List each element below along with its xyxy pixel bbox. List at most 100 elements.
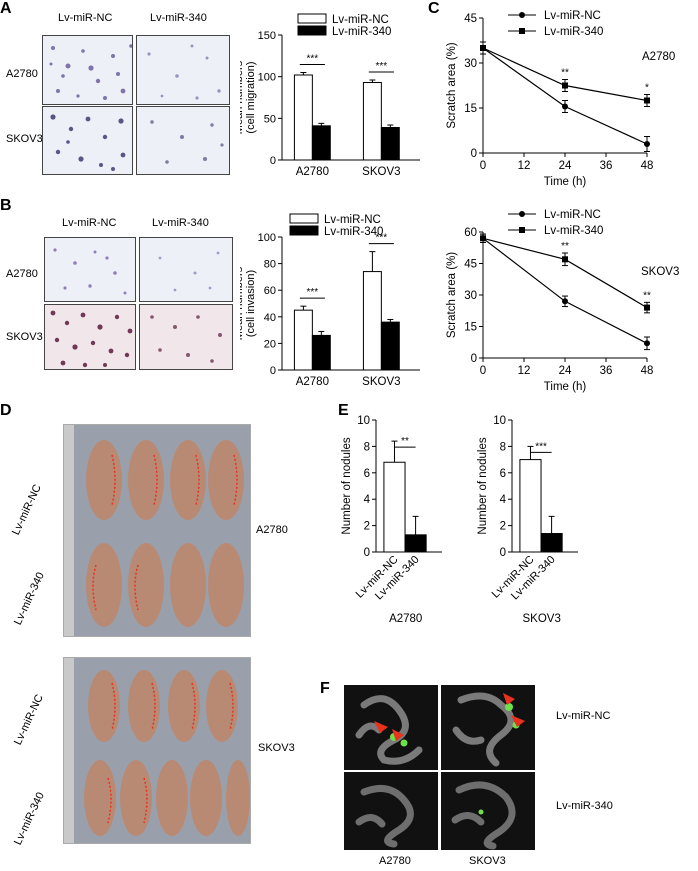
chart-annotation: A2780	[642, 51, 675, 63]
chart-c-line-a2780: 0 15 30 45 0 12 24 36 48 Time (h) Scratch area (%)…	[446, 10, 675, 188]
x-tick-label: A2780	[296, 166, 329, 178]
bar	[293, 309, 313, 371]
panel-letter-e: E	[338, 402, 349, 419]
data-point	[562, 82, 568, 89]
y-tick-label: 0	[364, 547, 370, 559]
significance-label: ***	[535, 441, 547, 452]
data-point	[644, 340, 650, 347]
y-tick-label: 20	[264, 338, 276, 350]
significance-label: ***	[376, 233, 388, 244]
f-col-label-a2780: A2780	[379, 855, 411, 867]
a-row-label-a2780: A2780	[6, 68, 38, 80]
legend-label: Lv-miR-NC	[544, 10, 601, 22]
y-axis-label: Number of nodules	[341, 437, 353, 534]
organ-photo-a2780-nc	[344, 685, 438, 770]
mice-photo-a2780	[63, 424, 251, 637]
y-tick-label: 15	[464, 103, 477, 115]
organ-photo-a2780-340	[344, 772, 438, 850]
y-axis-label: Scratch area (%)	[446, 42, 458, 128]
y-tick-label: 0	[471, 148, 477, 160]
x-tick-label: 24	[559, 365, 572, 377]
d-cell-line-a2780: A2780	[256, 524, 288, 536]
chart-b-bar: 0 20 40 60 80 100 Mean numbers(cell invasion) A…	[240, 213, 420, 388]
y-tick-label: 10	[493, 415, 506, 427]
x-tick-label: 48	[641, 365, 654, 377]
legend-label: Lv-miR-340	[332, 26, 391, 38]
y-tick-label: 80	[264, 259, 276, 271]
y-axis-label: Mean numbers(cell migration)	[240, 60, 257, 134]
y-tick-label: 15	[464, 322, 477, 334]
significance-label: **	[561, 241, 569, 252]
y-tick-label: 2	[500, 521, 506, 533]
bar	[362, 271, 382, 371]
b-micrograph-a2780-340	[139, 237, 233, 302]
significance-label: *	[645, 83, 649, 94]
data-point	[480, 235, 486, 242]
legend-marker	[519, 28, 525, 34]
organ-photo-skov3-nc	[441, 685, 535, 770]
data-point	[562, 103, 568, 110]
legend-marker	[519, 211, 525, 217]
data-point	[562, 256, 568, 263]
group-label: A2780	[389, 613, 422, 625]
legend-swatch	[289, 213, 319, 224]
x-tick-label: A2780	[296, 376, 329, 388]
x-tick-label: 36	[600, 365, 613, 377]
x-tick-label: 12	[518, 160, 531, 172]
y-tick-label: 6	[500, 468, 506, 480]
legend-swatch	[289, 225, 319, 236]
y-tick-label: 8	[500, 441, 506, 453]
x-tick-label: SKOV3	[362, 166, 400, 178]
y-tick-label: 4	[500, 494, 507, 506]
y-axis-label: Mean numbers(cell invasion)	[240, 266, 257, 340]
y-tick-label: 4	[364, 494, 371, 506]
bar	[311, 125, 331, 161]
b-row-label-skov3: SKOV3	[6, 331, 43, 343]
legend-swatch	[297, 25, 327, 36]
y-tick-label: 60	[464, 227, 477, 239]
bar	[362, 82, 382, 161]
a-micrograph-skov3-nc	[42, 106, 133, 175]
data-point	[644, 97, 650, 104]
y-tick-label: 150	[258, 30, 276, 42]
y-tick-label: 100	[258, 232, 276, 244]
x-tick-label: 0	[480, 365, 486, 377]
d-row-label-340-top: Lv-miR-340	[12, 570, 47, 628]
bar	[404, 534, 427, 553]
b-micrograph-skov3-340	[139, 304, 233, 370]
x-tick-label: 48	[641, 160, 654, 172]
x-tick-label: 12	[518, 365, 531, 377]
y-tick-label: 2	[364, 521, 370, 533]
x-tick-label: 36	[600, 160, 613, 172]
f-col-label-skov3: SKOV3	[469, 855, 506, 867]
y-tick-label: 50	[264, 113, 276, 125]
a-col-label-nc: Lv-miR-NC	[58, 12, 113, 24]
f-row-label-340: Lv-miR-340	[556, 800, 613, 812]
y-tick-label: 0	[270, 365, 276, 377]
legend-label: Lv-miR-NC	[544, 209, 601, 221]
a-micrograph-a2780-nc	[42, 35, 133, 105]
a-micrograph-a2780-340	[136, 35, 230, 105]
y-tick-label: 0	[471, 353, 477, 365]
y-tick-label: 40	[264, 312, 276, 324]
y-axis-label: Scratch area (%)	[446, 252, 458, 338]
y-tick-label: 0	[500, 547, 506, 559]
bar	[380, 321, 400, 371]
significance-label: **	[561, 68, 569, 79]
legend-label: Lv-miR-340	[544, 225, 603, 237]
legend-label: Lv-miR-NC	[324, 214, 381, 226]
d-row-label-nc-bottom: Lv-miR-NC	[12, 692, 46, 748]
significance-label: ***	[307, 54, 319, 65]
y-tick-label: 6	[364, 468, 370, 480]
b-micrograph-a2780-nc	[44, 237, 136, 302]
data-point	[480, 45, 486, 51]
significance-label: **	[643, 290, 651, 301]
data-point	[644, 304, 650, 311]
y-tick-label: 30	[464, 290, 477, 302]
y-tick-label: 8	[364, 441, 370, 453]
x-tick-label: SKOV3	[362, 376, 400, 388]
d-row-label-340-bottom: Lv-miR-340	[12, 790, 47, 848]
legend-swatch	[297, 13, 327, 24]
